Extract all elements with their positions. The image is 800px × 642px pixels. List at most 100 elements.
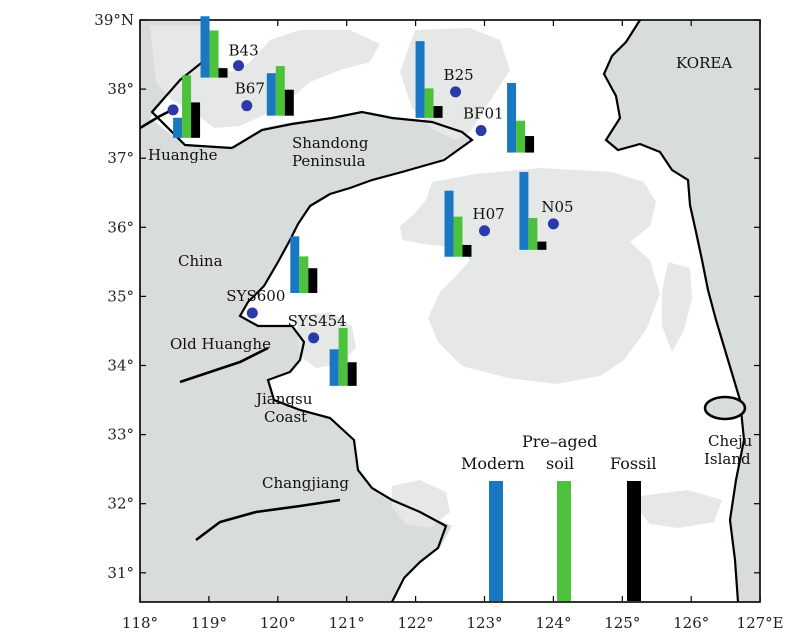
label-jiangsu: Jiangsu — [254, 390, 313, 408]
lon-tick-label: 123° — [466, 614, 502, 632]
mud-patch-central-yellow-sea — [400, 168, 660, 384]
station-label: N05 — [541, 198, 573, 216]
label-peninsula: Peninsula — [292, 152, 366, 170]
station-bar-preaged — [182, 75, 192, 138]
lon-tick-label: 126° — [673, 614, 709, 632]
station-bar-fossil — [433, 106, 443, 118]
lat-tick-label: 32° — [107, 495, 134, 513]
shandong-land — [236, 112, 470, 152]
changjiang-river — [195, 498, 341, 542]
lon-tick-label: 121° — [329, 614, 365, 632]
station-dot — [475, 125, 487, 137]
station-dot — [246, 307, 258, 319]
lat-tick-label: 35° — [107, 287, 134, 305]
legend-swatch-preaged — [557, 481, 571, 601]
label-old-huanghe: Old Huanghe — [170, 335, 271, 353]
lat-tick-label: 37° — [107, 149, 134, 167]
axis-ticks: 118° 119° 120° 121° 122° 123° 124° 125° 126° 127°… — [94, 11, 783, 632]
station-bar-preaged — [453, 216, 463, 257]
station-bar-preaged — [338, 328, 348, 386]
station-bar-modern — [444, 190, 454, 257]
station-bar-fossil — [191, 102, 201, 138]
station-bar-fossil — [308, 268, 318, 293]
mud-patch-east-china-sea — [392, 480, 450, 528]
legend-label-modern: Modern — [461, 454, 525, 473]
station-dot — [233, 60, 245, 72]
lat-tick-label: 39°N — [94, 11, 134, 29]
station-dot — [547, 218, 559, 230]
station-label: H07 — [473, 205, 505, 223]
label-coast: Coast — [264, 408, 307, 426]
station-bar-fossil — [462, 244, 472, 257]
station-dot — [308, 332, 320, 344]
station-bar-fossil — [218, 68, 228, 78]
station-bar-fossil — [537, 241, 547, 250]
lat-tick-label: 36° — [107, 218, 134, 236]
station-label: B43 — [229, 42, 259, 60]
station-label: SYS454 — [288, 312, 347, 330]
lon-tick-label: 118° — [122, 614, 158, 632]
legend-swatch-modern — [489, 481, 503, 601]
station-dot — [450, 86, 462, 98]
korea-land — [604, 20, 760, 602]
station-bar-preaged — [275, 66, 285, 116]
lat-tick-label: 38° — [107, 80, 134, 98]
cheju-island — [703, 395, 747, 421]
old-huanghe-river — [179, 346, 269, 384]
lon-tick-label: 127°E — [737, 614, 784, 632]
lat-tick-label: 31° — [107, 564, 134, 582]
china-land — [140, 20, 472, 602]
legend: Modern Pre–aged soil Fossil — [461, 432, 657, 601]
label-island: Island — [704, 450, 751, 468]
station-label: BF01 — [463, 105, 504, 123]
lat-tick-label: 33° — [107, 426, 134, 444]
station-label: B25 — [444, 66, 474, 84]
label-china: China — [178, 252, 223, 270]
lon-tick-label: 120° — [260, 614, 296, 632]
lat-tick-label: 34° — [107, 357, 134, 375]
station-bar-preaged — [516, 120, 526, 153]
station-bar-modern — [507, 82, 517, 153]
station-bar-preaged — [299, 256, 309, 293]
legend-label-fossil: Fossil — [610, 454, 657, 473]
station-dot — [167, 104, 179, 116]
station-bar-fossil — [525, 136, 535, 153]
lon-tick-label: 125° — [604, 614, 640, 632]
huanghe-river — [140, 108, 173, 130]
station-bar-modern — [290, 236, 300, 293]
station-bar-fossil — [347, 362, 357, 386]
mud-patch-southeast — [640, 490, 722, 528]
label-korea: KOREA — [676, 54, 732, 72]
label-huanghe: Huanghe — [148, 146, 218, 164]
station-bar-preaged — [528, 217, 538, 250]
map-frame — [139, 19, 761, 603]
station-bar-modern — [173, 117, 183, 138]
legend-label-soil: soil — [546, 454, 574, 473]
station-label: SYS600 — [226, 287, 285, 305]
station-bar-preaged — [424, 88, 434, 118]
station-bar-modern — [266, 73, 276, 116]
legend-label-preaged: Pre–aged — [522, 432, 597, 451]
label-shandong: Shandong — [292, 134, 369, 152]
station-bar-modern — [200, 16, 210, 78]
lon-tick-label: 119° — [191, 614, 227, 632]
station-bar-fossil — [284, 89, 294, 116]
station-bar-modern — [519, 171, 529, 250]
station-dot — [479, 225, 490, 237]
lon-tick-label: 124° — [535, 614, 571, 632]
korea-coastline — [602, 20, 746, 602]
lon-tick-label: 122° — [398, 614, 434, 632]
label-changjiang: Changjiang — [262, 474, 349, 492]
mud-patch-bohai — [150, 26, 380, 128]
label-cheju: Cheju — [708, 432, 753, 450]
station-bar-preaged — [209, 30, 219, 78]
station-dot — [241, 100, 253, 112]
coastline — [231, 110, 474, 602]
station-label: B67 — [235, 80, 265, 98]
station-bar-modern — [415, 41, 425, 118]
mud-patch-korea-strait — [662, 262, 692, 352]
station-bar-modern — [329, 349, 339, 386]
legend-swatch-fossil — [627, 481, 641, 601]
